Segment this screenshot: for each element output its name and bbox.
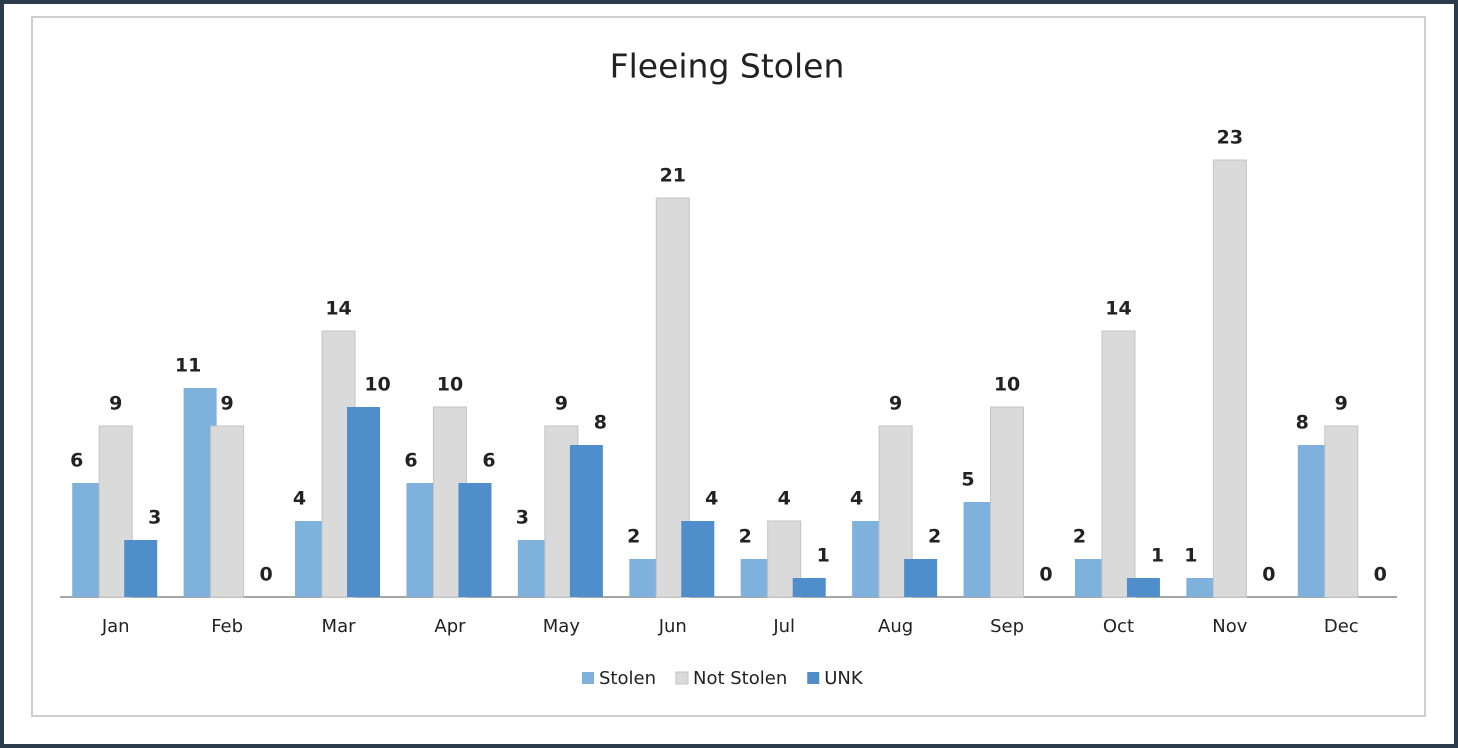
data-label: 5 (961, 469, 974, 491)
bar (681, 521, 715, 597)
bar (569, 445, 603, 597)
chart-title: Fleeing Stolen (610, 47, 845, 86)
data-label: 10 (994, 374, 1020, 396)
data-label: 10 (437, 374, 463, 396)
legend-label: Stolen (599, 668, 656, 689)
bar (792, 578, 826, 597)
data-label: 2 (1073, 526, 1086, 548)
x-tick-label: Sep (990, 616, 1024, 637)
x-tick-label: Aug (878, 616, 913, 637)
bar (1186, 578, 1220, 597)
data-label: 0 (260, 564, 273, 586)
bar (1101, 330, 1136, 598)
x-tick-label: Feb (211, 616, 243, 637)
data-label: 8 (1296, 412, 1309, 434)
data-label: 11 (175, 355, 201, 377)
data-label: 6 (482, 450, 495, 472)
bar (990, 406, 1025, 598)
data-label: 0 (1262, 564, 1275, 586)
data-label: 6 (70, 450, 83, 472)
x-tick-label: Jul (772, 616, 795, 637)
x-tick-label: Nov (1212, 616, 1247, 637)
legend-swatch (675, 671, 689, 685)
bar (904, 559, 938, 597)
bar (347, 407, 381, 597)
legend-swatch (582, 672, 594, 684)
data-label: 0 (1039, 564, 1052, 586)
data-label: 14 (325, 298, 351, 320)
data-label: 9 (889, 393, 902, 415)
data-label: 9 (555, 393, 568, 415)
data-label: 1 (1151, 545, 1164, 567)
data-label: 14 (1105, 298, 1131, 320)
x-tick-label: Apr (434, 616, 466, 637)
data-label: 9 (221, 393, 234, 415)
data-label: 6 (404, 450, 417, 472)
x-tick-label: Dec (1324, 616, 1359, 637)
data-label: 4 (705, 488, 718, 510)
data-label: 0 (1374, 564, 1387, 586)
bar (767, 520, 802, 598)
legend-label: Not Stolen (693, 668, 787, 689)
x-tick-label: Mar (322, 616, 357, 637)
data-label: 9 (109, 393, 122, 415)
data-label: 23 (1217, 127, 1243, 149)
x-tick-label: Oct (1103, 616, 1134, 637)
bar (210, 425, 245, 598)
bar (458, 483, 492, 597)
legend-label: UNK (824, 668, 864, 689)
bar (1126, 578, 1160, 597)
data-label: 4 (850, 488, 863, 510)
data-label: 4 (778, 488, 791, 510)
data-label: 1 (1184, 545, 1197, 567)
bar (124, 540, 158, 597)
bar (1212, 159, 1247, 598)
data-label: 3 (148, 507, 161, 529)
data-label: 8 (594, 412, 607, 434)
data-label: 2 (627, 526, 640, 548)
x-tick-label: May (543, 616, 581, 637)
data-label: 21 (660, 165, 686, 187)
chart-area (31, 16, 1426, 717)
data-label: 2 (739, 526, 752, 548)
legend-swatch (807, 672, 820, 684)
bar (1324, 425, 1359, 598)
x-tick-label: Jun (658, 616, 687, 637)
data-label: 2 (928, 526, 941, 548)
x-tick-label: Jan (101, 616, 130, 637)
data-label: 4 (293, 488, 306, 510)
data-label: 3 (516, 507, 529, 529)
data-label: 9 (1335, 393, 1348, 415)
data-label: 1 (817, 545, 830, 567)
data-label: 10 (364, 374, 390, 396)
